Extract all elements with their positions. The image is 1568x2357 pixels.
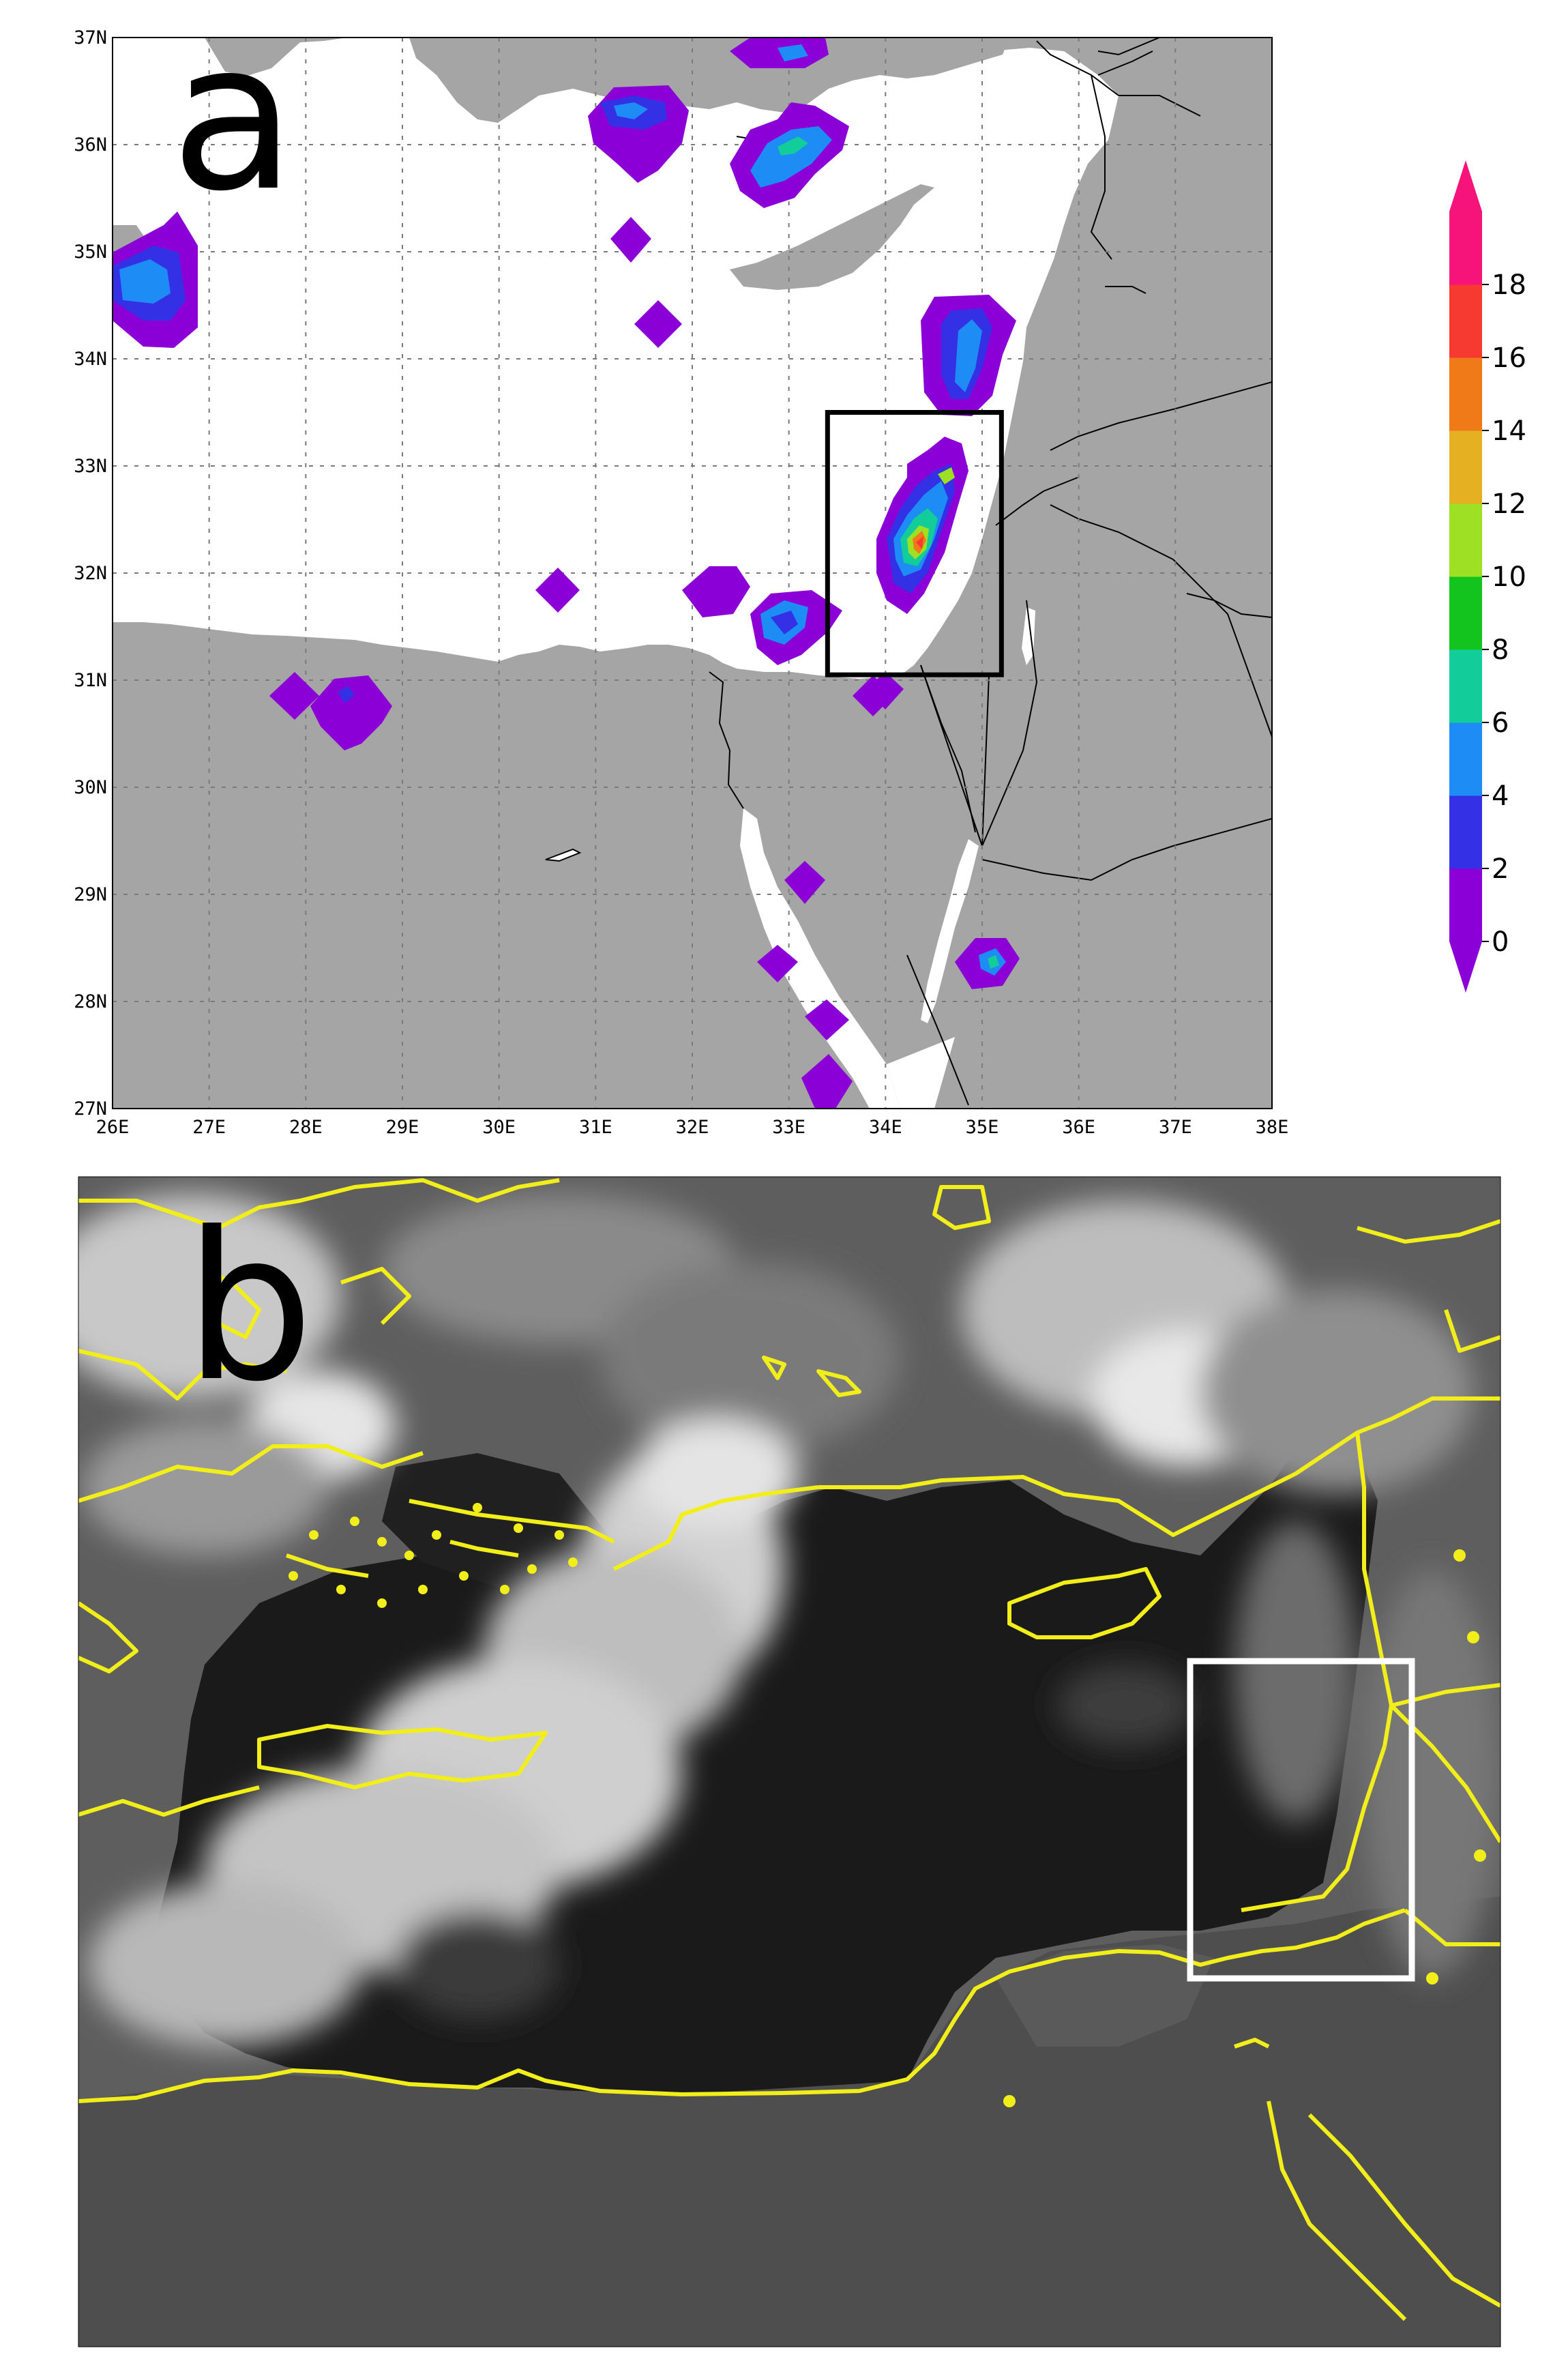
latitude-label: 31N	[74, 670, 107, 691]
latitude-label: 35N	[74, 241, 107, 263]
rain-patch	[784, 861, 825, 904]
latitude-label: 30N	[74, 777, 107, 798]
borders	[920, 74, 1201, 847]
latitude-label: 33N	[74, 456, 107, 477]
longitude-label: 28E	[289, 1117, 323, 1138]
colorbar: 0 2 4 6 8 10 12 14 16 18	[1449, 160, 1526, 993]
longitude-label: 32E	[676, 1117, 709, 1138]
red-sea	[887, 1037, 955, 1109]
colorbar-label: 18	[1492, 269, 1526, 301]
longitude-label: 33E	[772, 1117, 805, 1138]
longitude-label: 31E	[579, 1117, 612, 1138]
colorbar-segment	[1449, 649, 1482, 723]
region-highlight-box	[1187, 1658, 1415, 1982]
colorbar-segment	[1449, 284, 1482, 358]
rain-patch	[988, 955, 999, 969]
rain-patch	[757, 945, 798, 982]
gulf-of-suez	[740, 808, 900, 1109]
panel-a-frame	[112, 37, 1273, 1109]
panel-letter-b: b	[184, 1188, 314, 1426]
colorbar-label: 0	[1492, 926, 1509, 958]
rain-patch	[955, 319, 982, 392]
colorbar-segment	[1449, 722, 1482, 796]
cloud-cover	[78, 1194, 1500, 2047]
colorbar-label: 2	[1492, 853, 1509, 885]
rain-patch	[614, 102, 648, 119]
panel-b-frame	[78, 1176, 1501, 2347]
inland-lake	[545, 848, 582, 862]
rain-patch	[866, 672, 904, 709]
colorbar-segment	[1449, 868, 1482, 942]
rain-patch	[634, 300, 682, 348]
gulf-of-aqaba	[921, 839, 979, 1023]
colorbar-min-extension	[1449, 941, 1482, 993]
rain-patch	[750, 126, 832, 188]
region-highlight-box	[825, 410, 1004, 677]
rain-patch	[310, 675, 392, 750]
colorbar-label: 10	[1492, 561, 1526, 593]
colorbar-label: 4	[1492, 780, 1509, 812]
cyprus-island	[730, 184, 934, 290]
latitude-label: 27N	[74, 1098, 107, 1119]
colorbar-segment	[1449, 795, 1482, 869]
longitude-label: 29E	[386, 1117, 419, 1138]
longitude-label: 30E	[482, 1117, 516, 1138]
longitude-label: 34E	[869, 1117, 902, 1138]
longitude-label: 26E	[96, 1117, 130, 1138]
latitude-label: 36N	[74, 134, 107, 156]
rain-patch	[535, 568, 580, 613]
panel-letter-a: a	[171, 0, 296, 236]
dead-sea	[1022, 607, 1035, 665]
rain-patch	[730, 38, 829, 68]
rain-patch	[778, 136, 808, 156]
rain-patch	[778, 44, 808, 61]
rain-patch	[682, 566, 750, 617]
rain-patch	[916, 536, 923, 549]
rain-patch	[938, 467, 955, 484]
latitude-label: 28N	[74, 991, 107, 1012]
coastlines	[709, 38, 1272, 1106]
panel-a-rainfall-map: 37N 36N 35N 34N 33N 32N 31N 30N 29N 28N 27N 26E 27E…	[74, 0, 1526, 1138]
colorbar-segment	[1449, 576, 1482, 650]
longitude-label: 38E	[1256, 1117, 1289, 1138]
rain-patch	[338, 686, 355, 703]
panel-b-satellite-image: b	[78, 1176, 1501, 2347]
colorbar-segment	[1449, 503, 1482, 577]
rain-patch	[805, 999, 849, 1040]
colorbar-label: 12	[1492, 488, 1526, 520]
rain-patch	[771, 611, 798, 634]
latitude-label: 34N	[74, 349, 107, 370]
yellow-island-dots	[289, 1503, 1486, 2107]
rainfall-patches	[113, 38, 1020, 1109]
latitude-label: 37N	[74, 27, 107, 48]
rain-patch	[269, 672, 319, 720]
rain-patch	[119, 259, 171, 304]
yellow-coastlines	[78, 1178, 1500, 2322]
latitude-label: 29N	[74, 884, 107, 905]
colorbar-segment	[1449, 430, 1482, 504]
turkey-coast	[409, 38, 1009, 123]
rain-patch	[610, 217, 651, 263]
colorbar-label: 8	[1492, 634, 1509, 666]
colorbar-max-extension	[1449, 160, 1482, 211]
colorbar-label: 16	[1492, 342, 1526, 374]
nile-delta-region	[996, 1944, 1214, 2047]
longitude-label: 27E	[192, 1117, 226, 1138]
colorbar-label: 14	[1492, 415, 1526, 447]
latitude-label: 32N	[74, 563, 107, 584]
colorbar-segment	[1449, 211, 1482, 285]
longitude-label: 35E	[966, 1117, 999, 1138]
longitude-label: 37E	[1159, 1117, 1192, 1138]
colorbar-segment	[1449, 357, 1482, 431]
colorbar-label: 6	[1492, 707, 1509, 739]
longitude-label: 36E	[1062, 1117, 1095, 1138]
rain-patch	[801, 1054, 853, 1109]
longitude-tick-labels: 26E 27E 28E 29E 30E 31E 32E 33E 34E 35E 36E 37E 38E	[96, 1117, 1289, 1138]
latitude-tick-labels: 37N 36N 35N 34N 33N 32N 31N 30N 29N 28N 27N	[74, 27, 107, 1119]
